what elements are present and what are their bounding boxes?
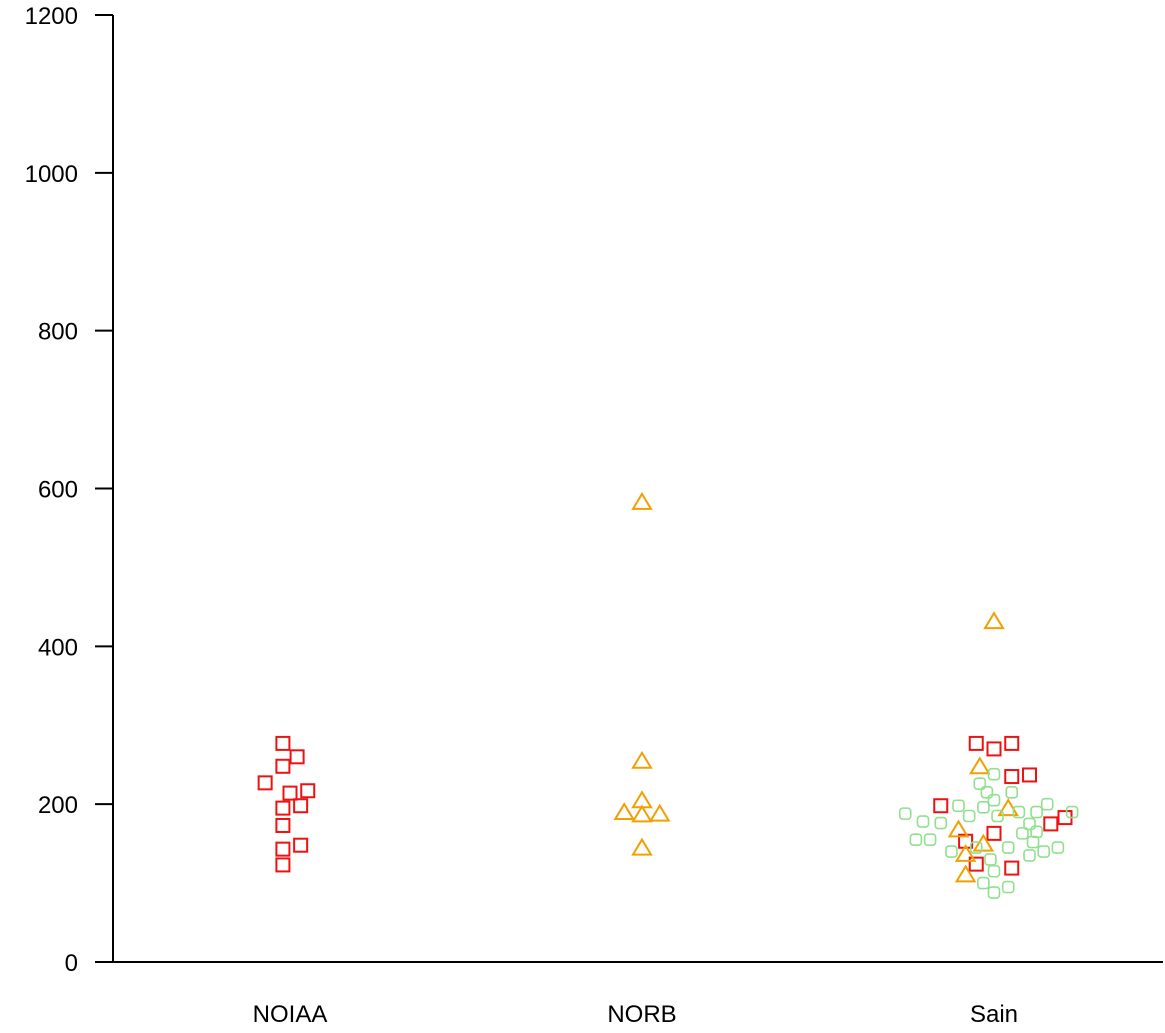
point-square <box>275 857 291 873</box>
y-tick-label: 800 <box>38 319 78 346</box>
point-triangle <box>954 864 977 883</box>
point-square <box>968 856 984 872</box>
point-circle <box>1040 797 1054 811</box>
point-square <box>986 825 1002 841</box>
point-square <box>275 758 291 774</box>
point-circle <box>898 807 912 820</box>
point-circle <box>987 793 1001 807</box>
point-circle <box>1023 849 1036 862</box>
x-category-label: NORB <box>607 1001 676 1028</box>
y-tick-label: 0 <box>65 950 78 977</box>
point-triangle <box>972 833 995 852</box>
x-category-label: Sain <box>970 1001 1018 1028</box>
point-circle <box>977 801 990 814</box>
point-circle <box>1001 880 1015 894</box>
y-tick-label: 200 <box>38 792 78 819</box>
point-circle <box>1023 817 1036 831</box>
point-square <box>293 798 309 814</box>
point-circle <box>923 833 937 846</box>
point-triangle <box>947 819 970 838</box>
point-square <box>933 798 949 814</box>
point-triangle <box>613 802 636 821</box>
point-circle <box>1030 825 1043 839</box>
point-circle <box>973 777 987 790</box>
point-circle <box>934 816 948 830</box>
point-triangle <box>648 803 671 822</box>
point-circle <box>980 786 994 799</box>
point-circle <box>1001 841 1015 854</box>
y-tick-label: 400 <box>38 634 78 661</box>
point-square <box>300 783 316 799</box>
point-circle <box>1037 845 1050 858</box>
y-axis: 0 200 400 600 800 1000 1200 <box>25 3 114 977</box>
point-triangle <box>983 611 1005 630</box>
point-square <box>1004 735 1020 751</box>
y-tick-label: 1200 <box>25 3 78 30</box>
point-square <box>275 817 291 833</box>
point-square <box>1022 767 1037 783</box>
y-ticks: 0 200 400 600 800 1000 1200 <box>25 3 113 977</box>
point-circle <box>987 864 1001 878</box>
point-square <box>275 735 291 751</box>
point-square <box>289 749 305 765</box>
point-circle <box>987 767 1001 781</box>
y-tick-label: 1000 <box>25 161 78 188</box>
point-triangle <box>997 798 1019 817</box>
point-square <box>1004 769 1020 785</box>
point-square <box>293 837 309 853</box>
data-points <box>257 491 1079 899</box>
point-square <box>282 785 298 801</box>
point-triangle <box>954 843 977 862</box>
point-circle <box>1026 835 1040 849</box>
point-square <box>275 800 291 816</box>
point-circle <box>1030 805 1043 819</box>
point-circle <box>991 809 1004 823</box>
point-circle <box>1016 827 1029 840</box>
point-circle <box>1012 805 1026 819</box>
point-circle <box>952 799 965 813</box>
point-square <box>1004 860 1020 876</box>
point-square <box>986 741 1002 757</box>
point-circle <box>1065 805 1079 819</box>
point-square <box>1043 816 1059 832</box>
point-circle <box>969 841 983 854</box>
point-circle <box>945 845 958 858</box>
point-triangle <box>969 756 991 775</box>
point-square <box>257 775 273 791</box>
point-circle <box>1005 786 1019 799</box>
point-circle <box>977 876 990 890</box>
x-labels: NOIAA NORB Sain <box>253 1001 1018 1028</box>
point-square <box>275 841 291 857</box>
x-category-label: NOIAA <box>253 1001 328 1028</box>
point-triangle <box>631 837 653 856</box>
point-circle <box>962 809 976 823</box>
point-square <box>968 735 984 751</box>
y-tick-label: 600 <box>38 477 78 504</box>
point-circle <box>916 815 930 828</box>
x-axis: NOIAA NORB Sain <box>95 961 1163 1028</box>
point-circle <box>984 853 997 866</box>
point-circle <box>909 833 923 846</box>
point-triangle <box>631 491 653 510</box>
point-circle <box>987 886 1001 899</box>
point-circle <box>1051 841 1065 854</box>
point-triangle <box>631 804 653 823</box>
point-triangle <box>631 750 653 769</box>
